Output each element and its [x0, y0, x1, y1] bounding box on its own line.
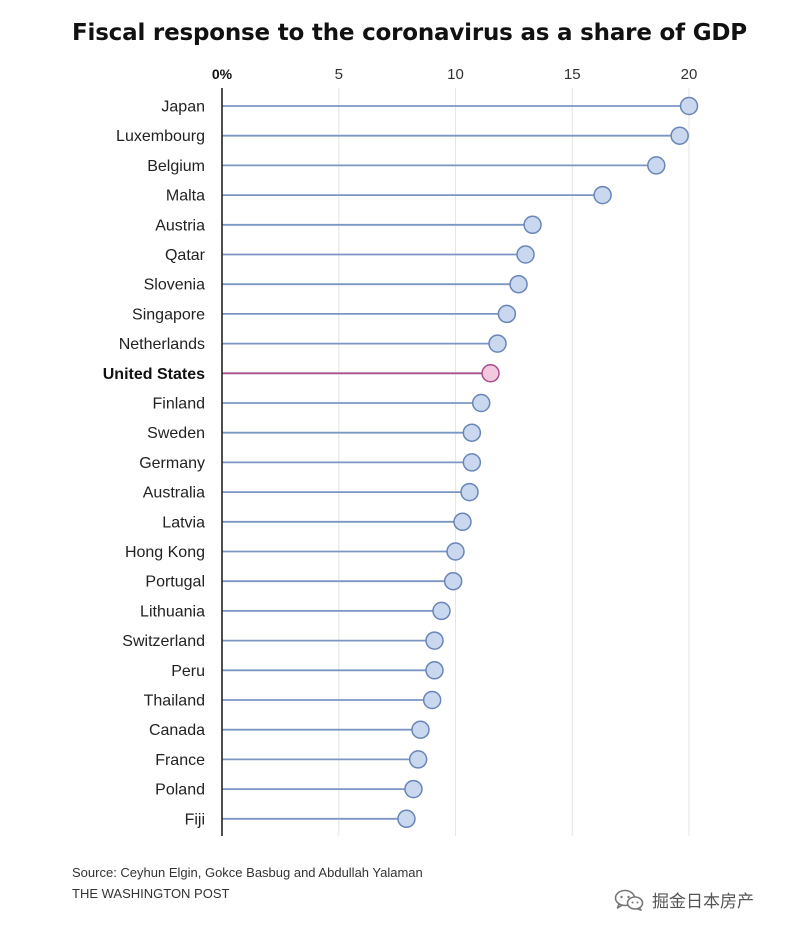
category-label: Luxembourg — [116, 128, 205, 145]
data-point — [404, 779, 423, 799]
x-tick-label: 15 — [564, 66, 581, 83]
publisher-credit: THE WASHINGTON POST — [72, 886, 230, 901]
x-tick-label: 10 — [447, 66, 464, 83]
category-label: Lithuania — [140, 603, 205, 620]
x-tick-label: 0% — [212, 66, 233, 82]
watermark-text: 掘金日本房产 — [652, 892, 754, 912]
data-point — [647, 156, 666, 175]
data-point — [432, 601, 451, 621]
data-point — [679, 96, 699, 116]
category-label: Sweden — [147, 425, 205, 442]
data-point — [425, 631, 444, 650]
category-label: Poland — [155, 782, 205, 799]
data-point — [670, 126, 689, 145]
lollipop-chart: 0% 5 10 15 20 Japan Luxembourg Belgium Malta Aus… — [103, 66, 699, 836]
data-point — [408, 750, 428, 769]
chart-title: Fiscal response to the coronavirus as a … — [72, 20, 747, 46]
data-point — [422, 690, 442, 710]
category-label: Japan — [161, 99, 205, 116]
dots — [397, 96, 699, 829]
category-label: Latvia — [162, 514, 205, 531]
category-label: Malta — [166, 188, 205, 205]
category-label: Singapore — [132, 306, 205, 323]
category-label: Finland — [153, 396, 205, 413]
category-label: United States — [103, 366, 205, 383]
data-point — [497, 304, 517, 324]
category-label: Fiji — [185, 811, 205, 828]
x-tick-label: 5 — [335, 66, 343, 83]
category-label: Thailand — [144, 693, 205, 710]
category-label: Canada — [149, 722, 205, 739]
data-point — [443, 571, 463, 591]
category-label: Peru — [171, 663, 205, 680]
wechat-icon — [614, 889, 644, 911]
watermark: 掘金日本房产 — [614, 887, 754, 912]
category-label: Belgium — [147, 158, 205, 175]
category-label: Switzerland — [122, 633, 205, 650]
data-point — [446, 542, 465, 561]
data-point — [462, 423, 482, 442]
data-point — [523, 215, 542, 235]
category-label: Hong Kong — [125, 544, 205, 561]
category-label: Australia — [143, 485, 205, 502]
data-point — [488, 334, 507, 353]
x-axis-ticks: 0% 5 10 15 20 — [212, 66, 697, 83]
data-point — [509, 274, 528, 294]
data-point — [453, 512, 472, 532]
data-point — [397, 809, 416, 829]
category-label: Portugal — [145, 574, 205, 591]
data-point — [425, 661, 444, 680]
stems — [222, 105, 681, 820]
category-label: Austria — [155, 217, 205, 234]
data-point — [411, 720, 430, 739]
category-label: Slovenia — [144, 277, 205, 294]
category-label: Qatar — [165, 247, 206, 264]
data-point — [593, 185, 612, 205]
source-note: Source: Ceyhun Elgin, Gokce Basbug and A… — [72, 865, 423, 880]
data-point — [462, 453, 482, 472]
x-tick-label: 20 — [681, 66, 698, 83]
category-labels: Japan Luxembourg Belgium Malta Austria Qatar S… — [103, 99, 206, 829]
data-point — [481, 364, 500, 383]
category-label: Netherlands — [119, 336, 205, 353]
data-point — [460, 482, 479, 502]
category-label: Germany — [139, 455, 205, 472]
data-point — [516, 245, 535, 264]
category-label: France — [155, 752, 205, 769]
data-point — [471, 393, 491, 413]
